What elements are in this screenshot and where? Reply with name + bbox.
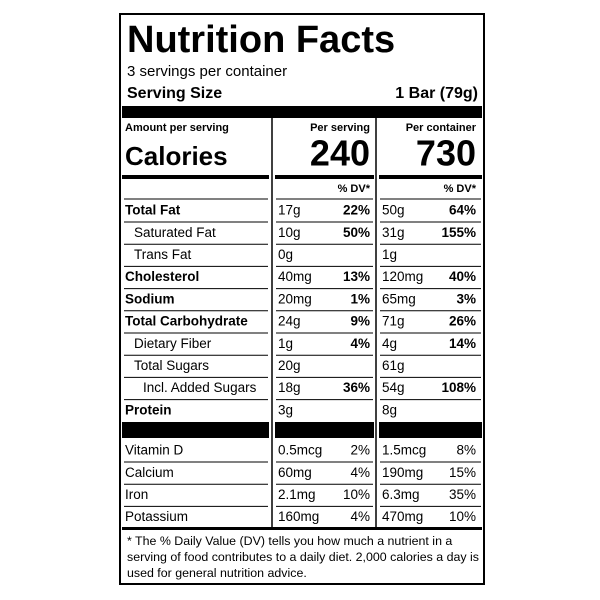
per-container-label: Per container xyxy=(406,122,477,134)
amount: 6.3mg xyxy=(382,487,420,502)
rule xyxy=(122,175,269,179)
amount: 18g xyxy=(278,380,301,395)
daily-value: 35% xyxy=(449,487,476,502)
amount: 470mg xyxy=(382,509,423,524)
thick-bar xyxy=(122,422,269,438)
thick-bar xyxy=(275,422,374,438)
daily-value: 9% xyxy=(350,314,370,329)
amount: 24g xyxy=(278,314,301,329)
nutrient-name: Total Fat xyxy=(125,203,181,218)
amount: 4g xyxy=(382,336,397,351)
daily-value: 22% xyxy=(343,203,370,218)
label-border xyxy=(119,13,485,585)
servings: 3 servings per container xyxy=(127,63,287,80)
daily-value: 1% xyxy=(350,291,370,306)
daily-value: 4% xyxy=(350,465,370,480)
amount: 54g xyxy=(382,380,405,395)
nutrient-name: Calcium xyxy=(125,465,174,480)
amount-label: Amount per serving xyxy=(125,122,229,134)
serving-size: 1 Bar (79g) xyxy=(395,85,478,102)
daily-value: 3% xyxy=(456,291,476,306)
daily-value: 13% xyxy=(343,269,370,284)
calories-label: Calories xyxy=(125,141,228,171)
nutrient-name: Trans Fat xyxy=(134,247,192,262)
amount: 60mg xyxy=(278,465,312,480)
nutrient-name: Sodium xyxy=(125,291,175,306)
daily-value: 2% xyxy=(350,443,370,458)
amount: 2.1mg xyxy=(278,487,316,502)
nutrient-name: Vitamin D xyxy=(125,443,184,458)
nutrient-name: Potassium xyxy=(125,509,188,524)
amount: 190mg xyxy=(382,465,423,480)
nutrient-name: Iron xyxy=(125,487,148,502)
rule xyxy=(379,175,482,179)
amount: 0.5mcg xyxy=(278,443,322,458)
rule xyxy=(275,175,374,179)
daily-value: 108% xyxy=(441,380,476,395)
daily-value: 155% xyxy=(441,225,476,240)
per-serving-label: Per serving xyxy=(310,122,370,134)
amount: 160mg xyxy=(278,509,319,524)
nutrient-name: Protein xyxy=(125,402,172,417)
thick-bar xyxy=(122,106,482,118)
dv-header: % DV* xyxy=(338,183,371,195)
nutrient-name: Dietary Fiber xyxy=(134,336,212,351)
amount: 20mg xyxy=(278,291,312,306)
amount: 17g xyxy=(278,203,301,218)
dv-header: % DV* xyxy=(444,183,477,195)
thick-bar xyxy=(379,422,482,438)
daily-value: 8% xyxy=(456,443,476,458)
nutrient-name: Incl. Added Sugars xyxy=(143,380,257,395)
daily-value: 50% xyxy=(343,225,370,240)
title: Nutrition Facts xyxy=(127,19,395,61)
nutrient-name: Total Carbohydrate xyxy=(125,314,248,329)
nutrient-name: Cholesterol xyxy=(125,269,199,284)
amount: 1g xyxy=(382,247,397,262)
amount: 50g xyxy=(382,203,405,218)
amount: 40mg xyxy=(278,269,312,284)
amount: 1g xyxy=(278,336,293,351)
amount: 20g xyxy=(278,358,301,373)
daily-value: 26% xyxy=(449,314,476,329)
daily-value: 36% xyxy=(343,380,370,395)
daily-value: 10% xyxy=(449,509,476,524)
serving-size-label: Serving Size xyxy=(127,85,222,102)
rule xyxy=(122,527,482,530)
daily-value: 4% xyxy=(350,336,370,351)
amount: 61g xyxy=(382,358,405,373)
amount: 8g xyxy=(382,402,397,417)
amount: 1.5mcg xyxy=(382,443,426,458)
daily-value: 14% xyxy=(449,336,476,351)
amount: 3g xyxy=(278,402,293,417)
calories-serving: 240 xyxy=(310,133,370,174)
amount: 0g xyxy=(278,247,293,262)
daily-value: 10% xyxy=(343,487,370,502)
daily-value: 40% xyxy=(449,269,476,284)
nutrient-name: Total Sugars xyxy=(134,358,209,373)
nutrient-name: Saturated Fat xyxy=(134,225,216,240)
calories-container: 730 xyxy=(416,133,476,174)
daily-value: 64% xyxy=(449,203,476,218)
daily-value: 4% xyxy=(350,509,370,524)
amount: 10g xyxy=(278,225,301,240)
daily-value: 15% xyxy=(449,465,476,480)
amount: 65mg xyxy=(382,291,416,306)
amount: 31g xyxy=(382,225,405,240)
footnote: * The % Daily Value (DV) tells you how m… xyxy=(127,534,479,580)
amount: 120mg xyxy=(382,269,423,284)
amount: 71g xyxy=(382,314,405,329)
